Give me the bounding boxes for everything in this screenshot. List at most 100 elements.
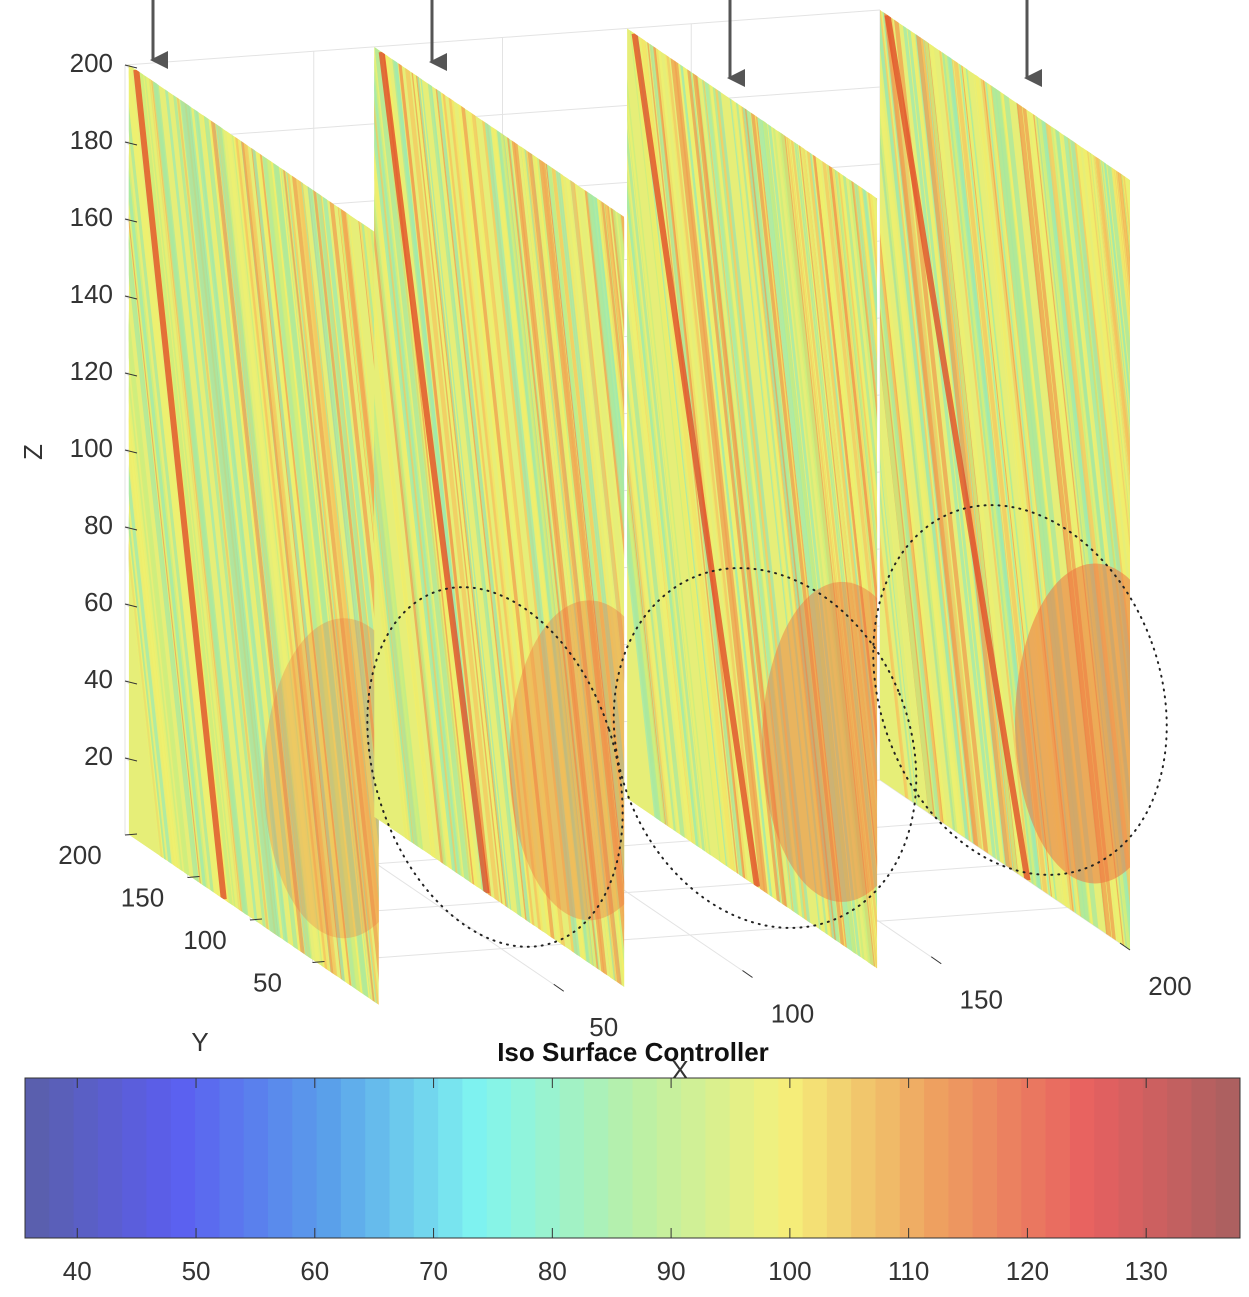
streak	[492, 46, 605, 987]
streak	[1055, 10, 1130, 950]
streak	[727, 28, 841, 969]
streak	[707, 28, 821, 969]
colorbar-cell	[316, 1078, 342, 1238]
streak	[746, 28, 862, 969]
colorbar-tick-label: 50	[182, 1256, 211, 1286]
colorbar-cell	[948, 1078, 974, 1238]
z-tick	[124, 64, 138, 69]
colorbar-cell	[1215, 1078, 1241, 1238]
streak	[408, 46, 521, 987]
colorbar-cell	[97, 1078, 123, 1238]
colorbar-tick-label: 70	[419, 1256, 448, 1286]
streak	[679, 28, 793, 969]
colorbar-cell	[340, 1078, 366, 1238]
streak	[1039, 10, 1130, 950]
streak	[374, 46, 470, 987]
streak	[169, 64, 284, 1005]
streak	[1084, 10, 1130, 950]
z-tick-label: 200	[70, 48, 113, 78]
streak	[924, 10, 1039, 950]
streak	[432, 46, 545, 987]
streak	[519, 46, 625, 987]
colorbar-cell	[535, 1078, 561, 1238]
z-tick	[124, 757, 138, 762]
streak	[374, 46, 463, 987]
streak	[128, 64, 235, 1005]
streak	[783, 28, 878, 969]
dotted-ellipse	[366, 586, 624, 948]
colorbar-tick-label: 110	[888, 1256, 929, 1286]
streak	[800, 28, 878, 969]
streak	[130, 64, 246, 1005]
streak	[242, 64, 356, 1005]
streak	[693, 28, 806, 969]
streak	[128, 64, 218, 1005]
streak	[936, 10, 1049, 950]
streak	[128, 64, 189, 1005]
colorbar-cell	[656, 1078, 682, 1238]
colorbar-cell	[389, 1078, 415, 1238]
z-tick	[124, 295, 138, 300]
streak	[719, 28, 832, 969]
line	[0, 0, 880, 10]
colorbar-cell	[608, 1078, 633, 1238]
grid-line	[124, 9, 881, 66]
streak	[128, 64, 232, 1005]
colorbar-cell	[778, 1078, 804, 1238]
colorbar-cell	[1167, 1078, 1192, 1238]
colorbar-cell	[268, 1078, 293, 1238]
streak	[1060, 10, 1130, 950]
streak	[642, 28, 754, 969]
streak	[810, 28, 878, 969]
streak	[793, 28, 878, 969]
z-tick	[124, 372, 138, 377]
x-tick	[1119, 942, 1131, 951]
y-tick	[249, 918, 263, 921]
streak	[1037, 10, 1130, 950]
streak	[775, 28, 878, 969]
streak	[1073, 10, 1130, 950]
colorbar-cell	[511, 1078, 536, 1238]
arrows	[150, 0, 1042, 87]
streak	[936, 10, 1051, 950]
x-tick-label: 150	[960, 985, 1003, 1015]
streak	[505, 46, 618, 987]
grid-line	[124, 86, 881, 143]
colorbar-cell	[413, 1078, 439, 1238]
streak	[1122, 10, 1130, 950]
streak	[252, 64, 368, 1005]
streak	[781, 28, 878, 969]
streak	[720, 28, 834, 969]
streak	[204, 64, 318, 1005]
colorbar-cell	[146, 1078, 172, 1238]
streak	[128, 64, 199, 1005]
streak	[798, 28, 878, 969]
streak	[374, 46, 453, 987]
colorbar-cell	[243, 1078, 269, 1238]
streak	[183, 64, 296, 1005]
streak	[241, 64, 354, 1005]
streak	[1124, 10, 1130, 950]
colorbar-tick-label: 100	[768, 1256, 811, 1286]
streak	[374, 46, 451, 987]
z-tick-label: 60	[84, 587, 113, 617]
streak	[253, 64, 365, 1005]
streak	[918, 10, 1030, 950]
colorbar-cell	[1118, 1078, 1144, 1238]
streak	[952, 10, 1064, 950]
streak	[703, 28, 817, 969]
colorbar-cell	[705, 1078, 731, 1238]
streak	[229, 64, 343, 1005]
colorbar-tick-label: 120	[1006, 1256, 1049, 1286]
streak	[490, 46, 603, 987]
streak	[128, 64, 216, 1005]
z-tick-label: 20	[84, 741, 113, 771]
streak	[166, 64, 279, 1005]
streak	[128, 64, 197, 1005]
streak	[778, 28, 878, 969]
z-axis-label: Z	[18, 444, 48, 460]
streak	[260, 64, 373, 1005]
streak	[695, 28, 810, 969]
